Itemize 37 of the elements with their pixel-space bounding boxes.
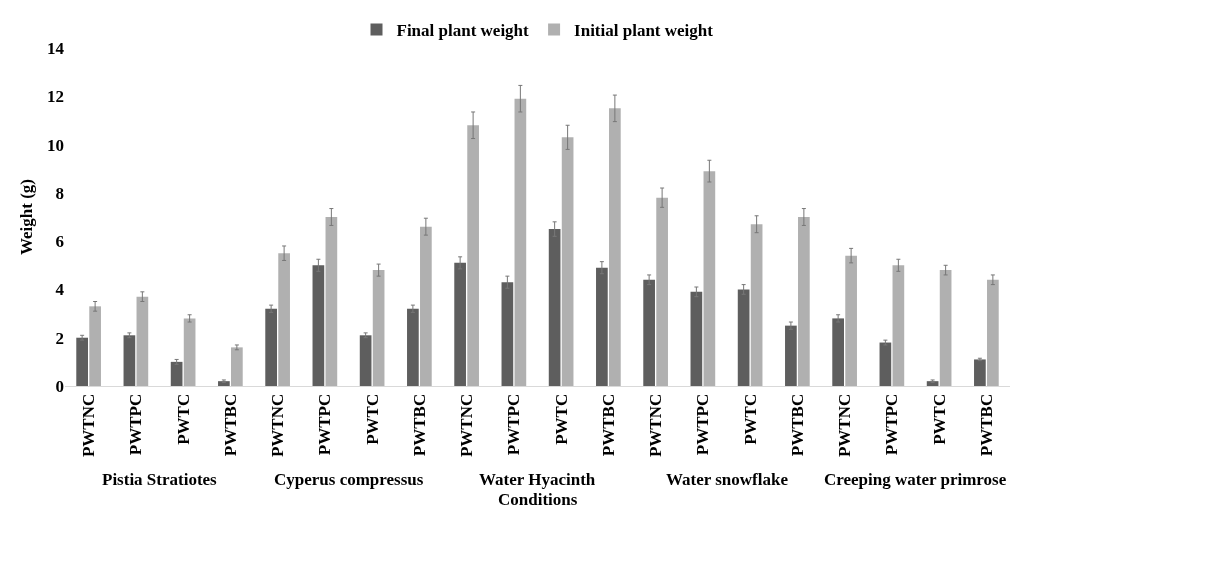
y-tick-label: 0	[55, 376, 64, 396]
text: Water Hyacinth	[479, 470, 596, 489]
x-tick-label: PWTBC	[976, 393, 996, 457]
x-tick-label: PWTNC	[268, 393, 288, 458]
y-tick-label: 10	[47, 135, 64, 155]
x-tick-label: PWTPC	[504, 393, 524, 456]
x-tick-label: PWTPC	[693, 393, 713, 456]
x-tick-label: PWTC	[173, 393, 193, 445]
text: Cyperus compressus	[274, 470, 424, 489]
text: Water snowflake	[666, 470, 789, 489]
legend-label: Initial plant weight	[574, 21, 714, 41]
y-tick-label: 14	[47, 38, 65, 58]
y-tick-label: 12	[47, 87, 64, 107]
x-tick-label: PWTC	[551, 393, 571, 445]
x-tick-label: PWTNC	[79, 393, 99, 458]
y-tick-label: 4	[55, 280, 65, 300]
x-tick-label: PWTPC	[882, 393, 902, 456]
x-tick-label: PWTC	[740, 393, 760, 445]
x-tick-label: PWTNC	[835, 393, 855, 458]
x-axis-title: Conditions	[498, 490, 578, 509]
x-tick-label: PWTC	[929, 393, 949, 445]
x-tick-label: PWTBC	[409, 393, 429, 457]
text: Creeping water primrose	[824, 470, 1007, 489]
y-tick-label: 8	[55, 183, 64, 203]
text: Pistia Stratiotes	[102, 470, 218, 489]
x-tick-label: PWTBC	[598, 393, 618, 457]
y-axis-title: Weight (g)	[16, 178, 36, 256]
x-tick-label: PWTPC	[315, 393, 335, 456]
y-tick-label: 2	[55, 328, 64, 348]
x-tick-label: PWTC	[362, 393, 382, 445]
y-tick-label: 6	[55, 232, 64, 252]
x-tick-label: PWTNC	[457, 393, 477, 458]
x-tick-label: PWTNC	[646, 393, 666, 458]
x-tick-label: PWTBC	[787, 393, 807, 457]
x-tick-label: PWTBC	[220, 393, 240, 457]
legend-label: Final plant weight	[396, 21, 530, 41]
x-tick-label: PWTPC	[126, 393, 146, 456]
